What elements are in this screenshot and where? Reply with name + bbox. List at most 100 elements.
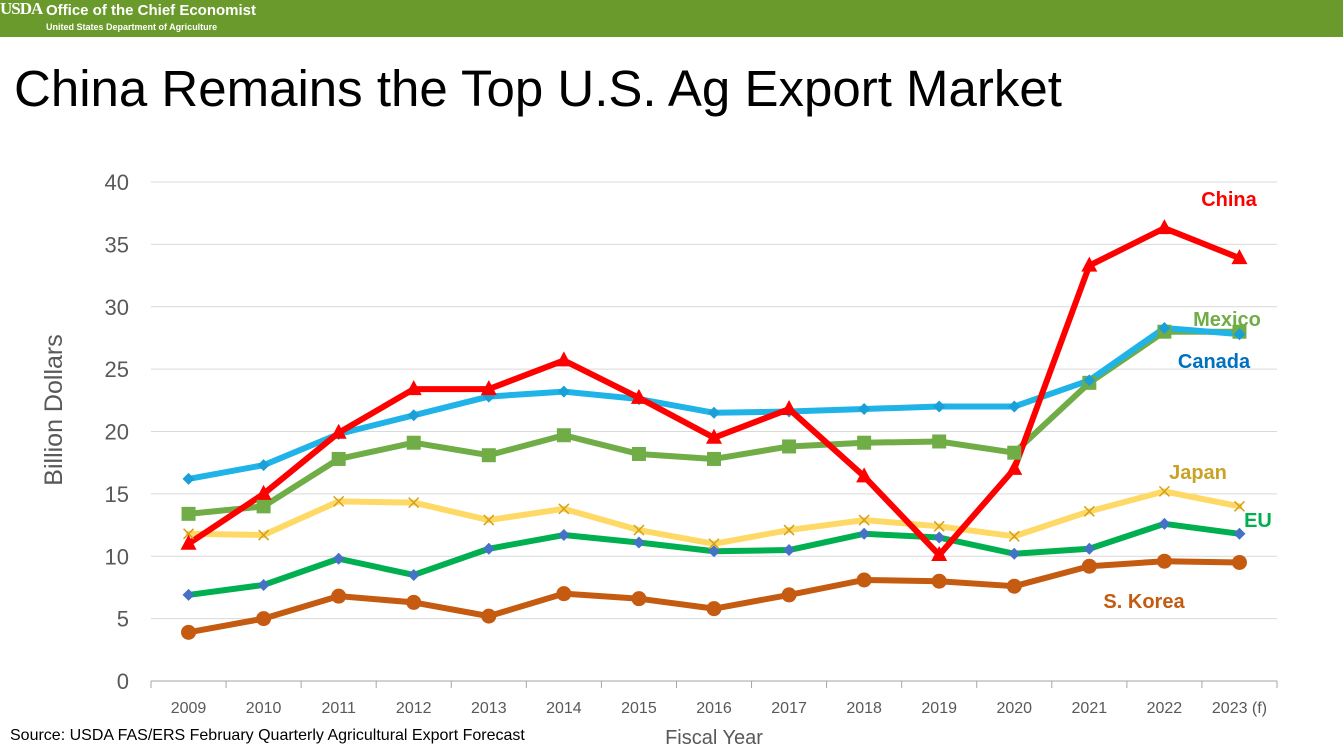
marker-eu xyxy=(407,568,420,581)
y-tick-label: 25 xyxy=(105,357,129,382)
marker-japan xyxy=(483,514,495,526)
marker-s-korea xyxy=(331,588,347,604)
marker-japan xyxy=(333,495,345,507)
x-tick-label: 2013 xyxy=(471,700,507,717)
marker-mexico xyxy=(707,451,721,466)
marker-mexico xyxy=(556,428,571,443)
marker-eu xyxy=(257,578,270,591)
marker-canada xyxy=(1158,321,1171,334)
y-tick-label: 10 xyxy=(105,544,129,569)
x-tick-label: 2009 xyxy=(171,700,207,717)
x-axis-label: Fiscal Year xyxy=(665,727,763,749)
marker-canada xyxy=(182,472,195,485)
marker-s-korea xyxy=(1081,558,1097,574)
marker-mexico xyxy=(631,446,646,461)
marker-eu xyxy=(482,542,495,555)
marker-mexico xyxy=(1007,445,1022,460)
x-tick-label: 2023 (f) xyxy=(1212,700,1267,717)
marker-s-korea xyxy=(181,624,197,640)
series-label-canada: Canada xyxy=(1178,351,1251,373)
marker-canada xyxy=(933,400,946,413)
x-axis: 2009 2010 2011 2012 2013 2014 2015 2016 2017 2018… xyxy=(150,681,1278,717)
marker-mexico xyxy=(181,506,196,521)
y-tick-label: 15 xyxy=(105,482,129,507)
header-banner: USDA Office of the Chief Economist Unite… xyxy=(0,0,1343,37)
marker-s-korea xyxy=(1156,553,1172,569)
x-tick-label: 2018 xyxy=(846,700,882,717)
marker-japan xyxy=(633,524,645,536)
marker-eu xyxy=(858,527,871,540)
marker-mexico xyxy=(331,451,346,466)
marker-japan xyxy=(858,514,870,526)
marker-canada xyxy=(257,459,270,472)
x-tick-label: 2012 xyxy=(396,700,432,717)
y-tick-label: 40 xyxy=(105,170,129,195)
line-s-korea xyxy=(185,558,1243,636)
marker-china xyxy=(180,534,197,550)
marker-s-korea xyxy=(781,587,797,603)
marker-eu xyxy=(708,545,720,558)
x-tick-label: 2014 xyxy=(546,700,582,717)
marker-china xyxy=(1081,256,1098,272)
marker-eu xyxy=(1158,517,1171,530)
marker-mexico xyxy=(406,435,421,450)
x-tick-label: 2015 xyxy=(621,700,657,717)
marker-china xyxy=(1006,459,1023,475)
x-tick-label: 2011 xyxy=(321,700,356,717)
marker-eu xyxy=(933,531,946,544)
marker-eu xyxy=(332,552,345,565)
marker-china xyxy=(856,467,873,483)
marker-s-korea xyxy=(256,611,272,627)
marker-japan xyxy=(1083,505,1095,517)
marker-china xyxy=(706,428,722,444)
marker-japan xyxy=(408,497,420,509)
marker-s-korea xyxy=(931,573,947,589)
source-note: Source: USDA FAS/ERS February Quarterly … xyxy=(10,727,525,744)
marker-china xyxy=(555,351,572,367)
marker-s-korea xyxy=(1231,554,1247,570)
marker-japan xyxy=(933,520,945,532)
marker-japan xyxy=(558,503,570,515)
marker-china xyxy=(1231,249,1248,265)
marker-japan xyxy=(1233,500,1246,512)
x-tick-label: 2021 xyxy=(1072,700,1108,717)
marker-eu xyxy=(1008,547,1021,560)
series-label-eu: EU xyxy=(1244,510,1272,532)
y-tick-label: 35 xyxy=(105,232,129,257)
marker-china xyxy=(630,388,647,404)
department-name: United States Department of Agriculture xyxy=(46,22,218,32)
marker-canada xyxy=(1008,400,1021,413)
x-tick-label: 2016 xyxy=(696,700,732,717)
series-labels: S. Korea EU Japan Mexico Canada China xyxy=(1103,189,1271,613)
marker-canada xyxy=(858,403,871,416)
marker-japan xyxy=(258,529,270,541)
marker-canada xyxy=(1233,328,1246,341)
marker-china xyxy=(255,484,272,500)
marker-china xyxy=(931,546,948,562)
series-markers xyxy=(180,219,1248,640)
page-title: China Remains the Top U.S. Ag Export Mar… xyxy=(14,60,1062,117)
marker-canada xyxy=(1083,374,1096,387)
series-label-china: China xyxy=(1201,189,1257,211)
marker-eu xyxy=(632,536,645,549)
marker-japan xyxy=(783,524,795,536)
marker-canada xyxy=(557,385,570,398)
marker-china xyxy=(480,380,497,396)
marker-mexico xyxy=(481,448,496,463)
y-tick-labels: 0 5 10 15 20 25 30 35 40 xyxy=(105,170,129,694)
marker-mexico xyxy=(932,434,947,449)
marker-eu xyxy=(1233,527,1246,540)
marker-eu xyxy=(182,588,195,601)
y-tick-label: 30 xyxy=(105,295,129,320)
marker-s-korea xyxy=(706,601,722,617)
marker-china xyxy=(405,380,422,396)
marker-s-korea xyxy=(631,591,647,607)
line-eu xyxy=(185,520,1243,598)
series-label-s-korea: S. Korea xyxy=(1103,591,1185,613)
marker-japan xyxy=(183,528,195,540)
marker-mexico xyxy=(256,499,271,514)
marker-japan xyxy=(1158,485,1170,497)
marker-mexico xyxy=(782,439,797,454)
marker-s-korea xyxy=(556,586,572,602)
